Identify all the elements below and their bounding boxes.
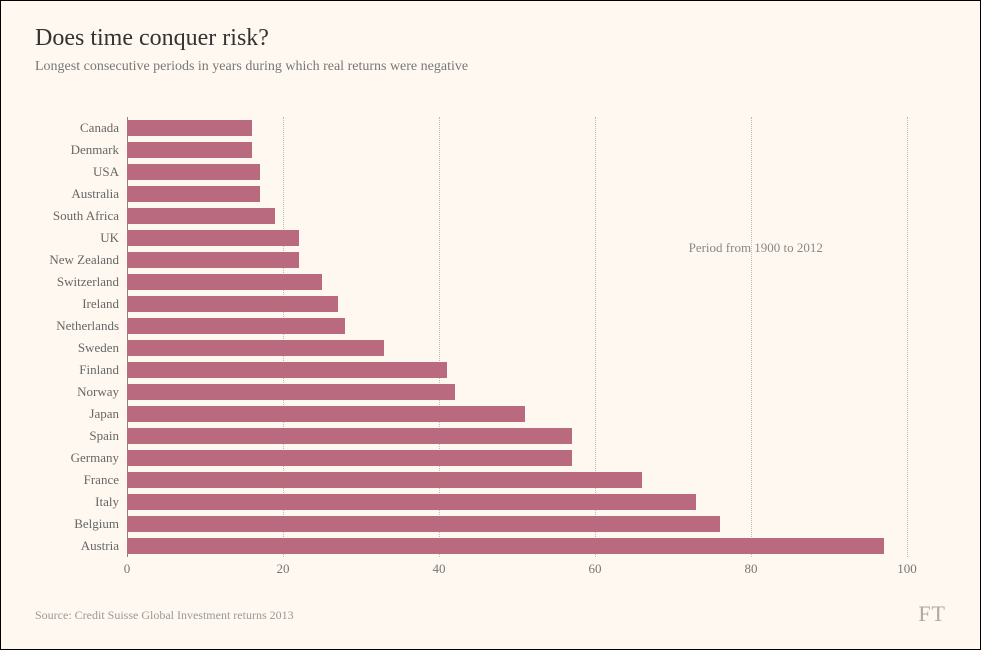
bar-label: South Africa [53, 207, 127, 225]
bar [127, 340, 384, 356]
bar [127, 318, 345, 334]
brand-logo: FT [918, 601, 946, 627]
gridline [907, 117, 908, 557]
bar-label: Ireland [82, 295, 127, 313]
bar [127, 516, 720, 532]
bar [127, 296, 338, 312]
bar [127, 384, 455, 400]
x-tick-label: 0 [124, 561, 131, 577]
bar-row: Denmark [127, 141, 907, 159]
period-annotation: Period from 1900 to 2012 [689, 240, 823, 256]
bar [127, 230, 299, 246]
bar-label: Japan [89, 405, 127, 423]
x-tick-label: 40 [433, 561, 446, 577]
bar-row: Ireland [127, 295, 907, 313]
x-axis: 020406080100 [127, 557, 907, 587]
bar-label: Norway [77, 383, 127, 401]
bar [127, 274, 322, 290]
bar [127, 472, 642, 488]
bar-label: Finland [79, 361, 127, 379]
source-text: Source: Credit Suisse Global Investment … [35, 608, 294, 623]
bar [127, 252, 299, 268]
bar-label: Italy [95, 493, 127, 511]
bar-row: Germany [127, 449, 907, 467]
plot-area: CanadaDenmarkUSAAustraliaSouth AfricaUKN… [127, 117, 907, 557]
bar [127, 494, 696, 510]
bar-label: Netherlands [56, 317, 127, 335]
bar-row: Norway [127, 383, 907, 401]
bar-label: Spain [89, 427, 127, 445]
bar-row: Belgium [127, 515, 907, 533]
chart-inner: Does time conquer risk? Longest consecut… [7, 7, 974, 643]
bar-label: New Zealand [49, 251, 127, 269]
bar-label: Denmark [71, 141, 127, 159]
bar [127, 186, 260, 202]
bar-row: Italy [127, 493, 907, 511]
bar [127, 362, 447, 378]
bar-row: Japan [127, 405, 907, 423]
bar-label: Austria [81, 537, 127, 555]
bar-row: Spain [127, 427, 907, 445]
bar-row: Netherlands [127, 317, 907, 335]
bar-label: Canada [80, 119, 127, 137]
bar-label: USA [93, 163, 127, 181]
bar-label: Belgium [74, 515, 127, 533]
x-tick-label: 20 [277, 561, 290, 577]
bar-row: Australia [127, 185, 907, 203]
bar [127, 142, 252, 158]
bar [127, 428, 572, 444]
bar [127, 120, 252, 136]
bar-label: Australia [71, 185, 127, 203]
bar-label: Sweden [78, 339, 127, 357]
bar-label: Germany [71, 449, 127, 467]
bar-row: Finland [127, 361, 907, 379]
bar-row: Sweden [127, 339, 907, 357]
bar-label: France [84, 471, 127, 489]
bar [127, 406, 525, 422]
x-tick-label: 80 [745, 561, 758, 577]
bar-row: South Africa [127, 207, 907, 225]
x-tick-label: 60 [589, 561, 602, 577]
bar-row: USA [127, 163, 907, 181]
bars-container: CanadaDenmarkUSAAustraliaSouth AfricaUKN… [127, 117, 907, 557]
bar-row: France [127, 471, 907, 489]
bar [127, 208, 275, 224]
bar [127, 164, 260, 180]
bar-label: UK [100, 229, 127, 247]
bar [127, 450, 572, 466]
chart-frame: Does time conquer risk? Longest consecut… [0, 0, 981, 650]
bar-row: Switzerland [127, 273, 907, 291]
x-tick-label: 100 [897, 561, 917, 577]
chart-title: Does time conquer risk? [35, 25, 269, 52]
bar-label: Switzerland [57, 273, 127, 291]
bar [127, 538, 884, 554]
chart-subtitle: Longest consecutive periods in years dur… [35, 59, 468, 75]
bar-row: Austria [127, 537, 907, 555]
bar-row: Canada [127, 119, 907, 137]
